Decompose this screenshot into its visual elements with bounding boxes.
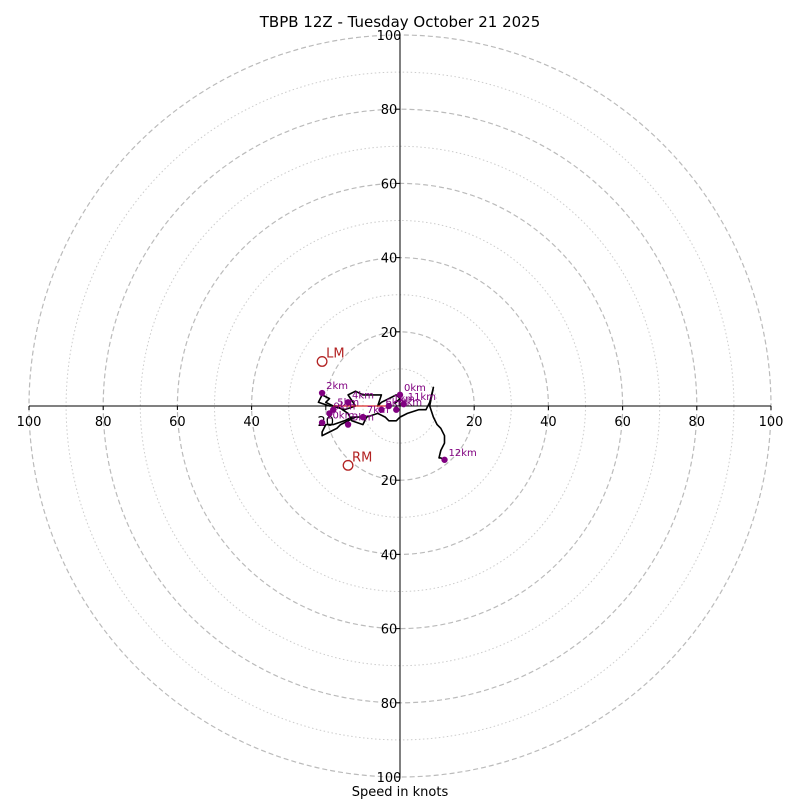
y-tick-label: 100: [377, 771, 402, 786]
storm-motion-label: LM: [326, 346, 344, 361]
level-point: [359, 413, 367, 421]
x-tick-label: 80: [689, 415, 706, 430]
level-label: 8km: [400, 398, 422, 409]
level-point: [393, 406, 400, 413]
tick-labels: 100 80 60 40 20 20 40 60 80 100 100 80 60 40 20 20 40 60 8…: [17, 29, 784, 786]
storm-motion-point: [342, 459, 354, 471]
level-label: 6km: [385, 398, 407, 409]
hodograph-trace: [317, 386, 446, 461]
level-point: [344, 399, 352, 406]
height-level-markers: 0km1km2km3km4km5km6km7km8km9km10km11km12…: [318, 381, 477, 463]
level-point: [378, 406, 385, 413]
level-point: [385, 402, 393, 410]
y-tick-label: 20: [381, 474, 398, 489]
x-tick-label: 20: [318, 415, 335, 430]
level-label: 2km: [326, 381, 348, 392]
level-point: [344, 421, 352, 428]
y-tick-label: 80: [381, 697, 398, 712]
level-label: 12km: [449, 448, 477, 459]
level-point: [396, 391, 404, 399]
level-label: 5km: [337, 398, 359, 409]
x-tick-label: 100: [759, 415, 784, 430]
level-point: [326, 410, 333, 417]
level-label: 7km: [367, 405, 389, 416]
x-tick-label: 40: [540, 415, 557, 430]
chart-title: TBPB 12Z - Tuesday October 21 2025: [259, 13, 541, 31]
y-tick-label: 40: [381, 252, 398, 267]
level-point: [441, 456, 448, 463]
y-tick-label: 80: [381, 103, 398, 118]
level-label: 0km: [404, 383, 426, 394]
hodograph-line: [317, 386, 446, 461]
level-label: 10km: [326, 411, 354, 422]
storm-motion-label: RM: [352, 450, 372, 465]
x-tick-label: 80: [95, 415, 112, 430]
storm-motion-markers: LM RM: [316, 346, 372, 471]
y-tick-label: 100: [377, 29, 402, 44]
y-tick-label: 60: [381, 623, 398, 638]
x-tick-label: 100: [17, 415, 42, 430]
axes: [29, 35, 771, 777]
y-tick-label: 60: [381, 177, 398, 192]
x-tick-label: 20: [466, 415, 483, 430]
x-tick-label: 40: [243, 415, 260, 430]
level-label: 4km: [352, 390, 374, 401]
storm-motion-point: [316, 356, 328, 367]
level-label: 1km: [393, 394, 415, 405]
y-tick-label: 40: [381, 548, 398, 563]
y-tick-label: 20: [381, 326, 398, 341]
level-label: 9km: [334, 401, 356, 412]
level-point: [400, 400, 407, 408]
x-axis-label: Speed in knots: [352, 785, 449, 800]
level-point: [318, 419, 326, 426]
level-label: 11km: [408, 392, 436, 403]
x-tick-label: 60: [614, 415, 631, 430]
x-tick-label: 60: [169, 415, 186, 430]
level-point: [318, 389, 326, 397]
